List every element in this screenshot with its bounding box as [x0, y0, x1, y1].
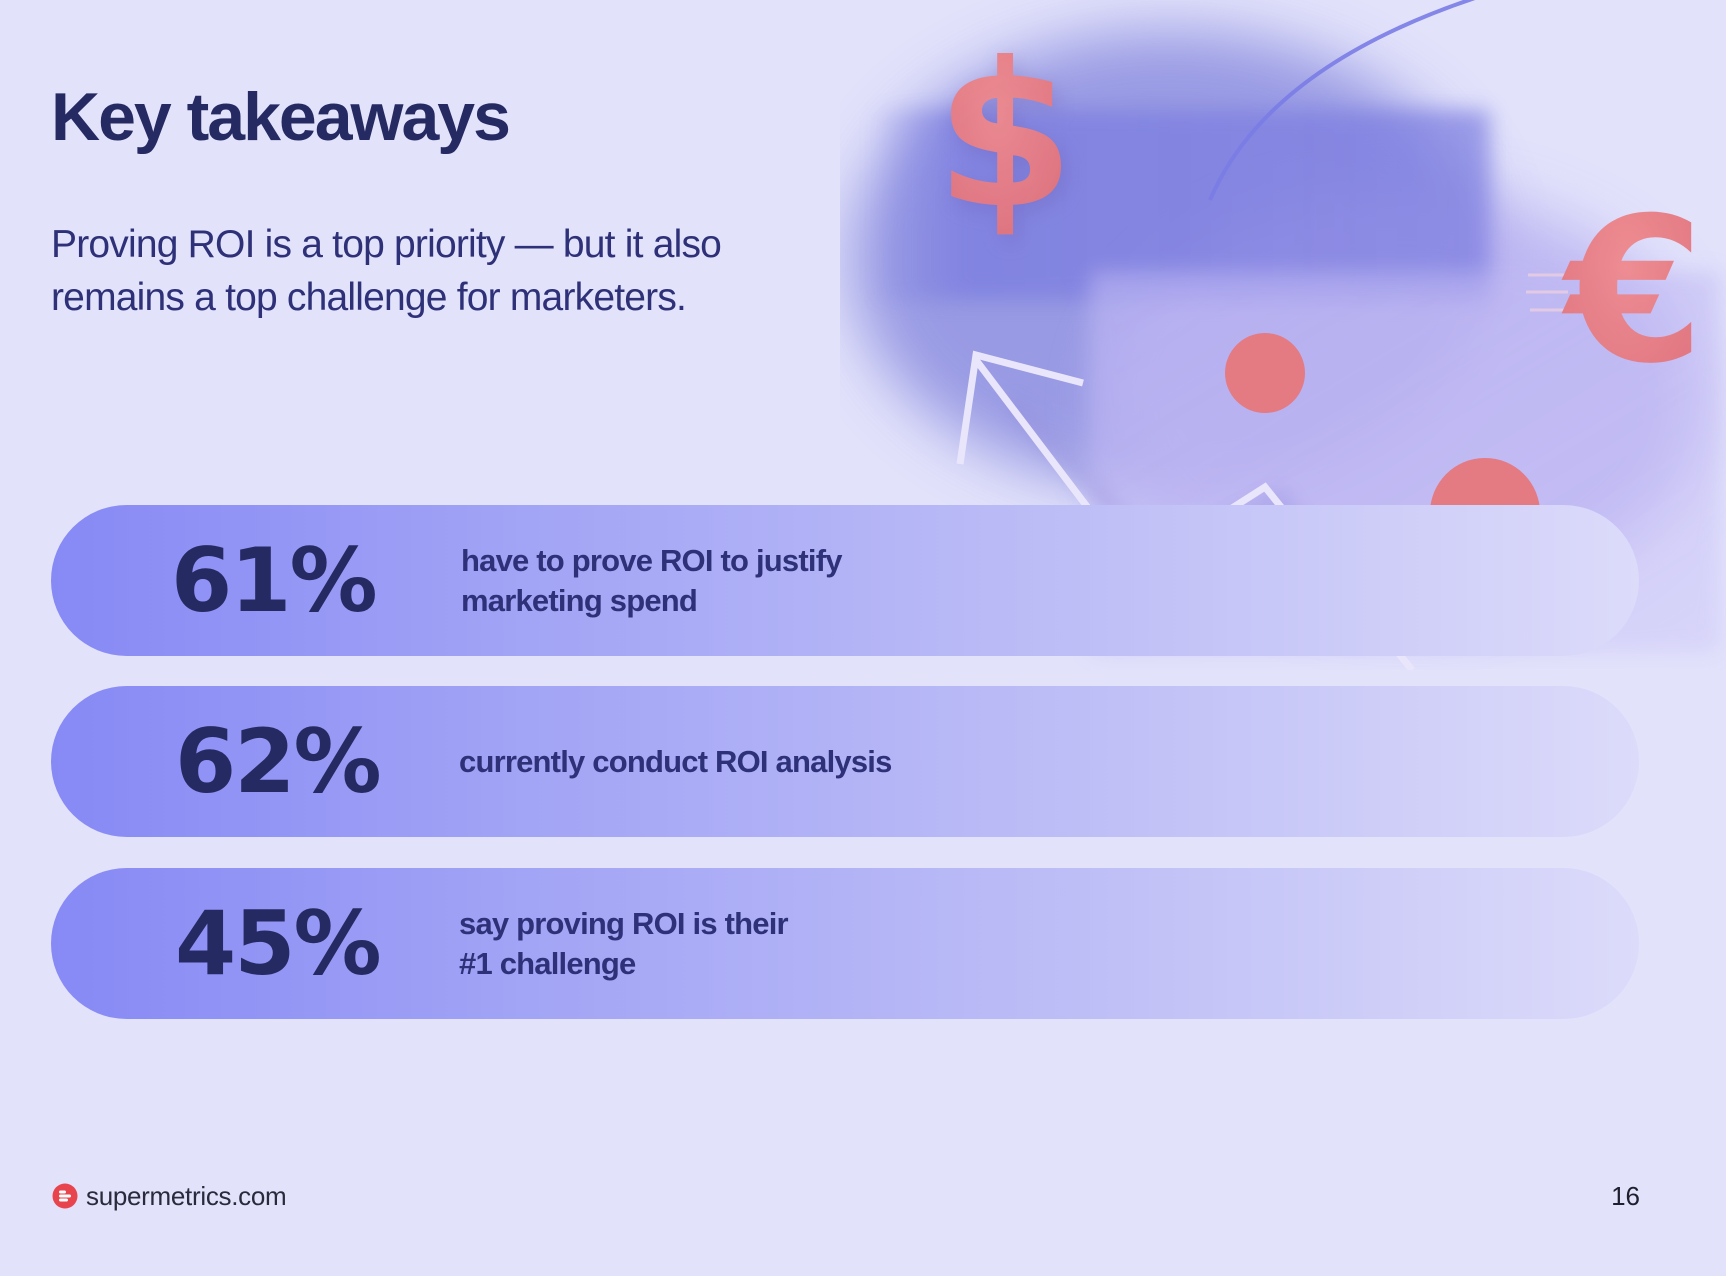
supermetrics-logo-icon [52, 1183, 78, 1209]
svg-text:$: $ [935, 20, 1074, 253]
page-number: 16 [1611, 1181, 1640, 1211]
stat-label: say proving ROI is their #1 challenge [459, 905, 789, 981]
stat-label: have to prove ROI to justify marketing s… [461, 542, 842, 618]
stat-label: currently conduct ROI analysis [459, 743, 892, 779]
euro-sign-icon: € [1526, 175, 1705, 408]
stat-value: 61% [171, 529, 378, 632]
svg-text:€: € [1561, 175, 1704, 408]
stat-row: 45% say proving ROI is their #1 challeng… [51, 868, 1639, 1019]
footer-brand[interactable]: supermetrics.com [52, 1180, 287, 1211]
stat-value: 45% [175, 892, 382, 995]
stat-row: 62% currently conduct ROI analysis [51, 686, 1639, 837]
footer-brand-text: supermetrics.com [86, 1180, 287, 1211]
stat-value: 62% [175, 710, 382, 813]
page-title: Key takeaways [51, 79, 511, 155]
svg-text:$: $ [940, 27, 1079, 260]
page-subtitle: Proving ROI is a top priority — but it a… [51, 223, 722, 319]
dollar-sign-icon: $ $ [935, 20, 1079, 260]
stat-row: 61% have to prove ROI to justify marketi… [51, 505, 1639, 656]
